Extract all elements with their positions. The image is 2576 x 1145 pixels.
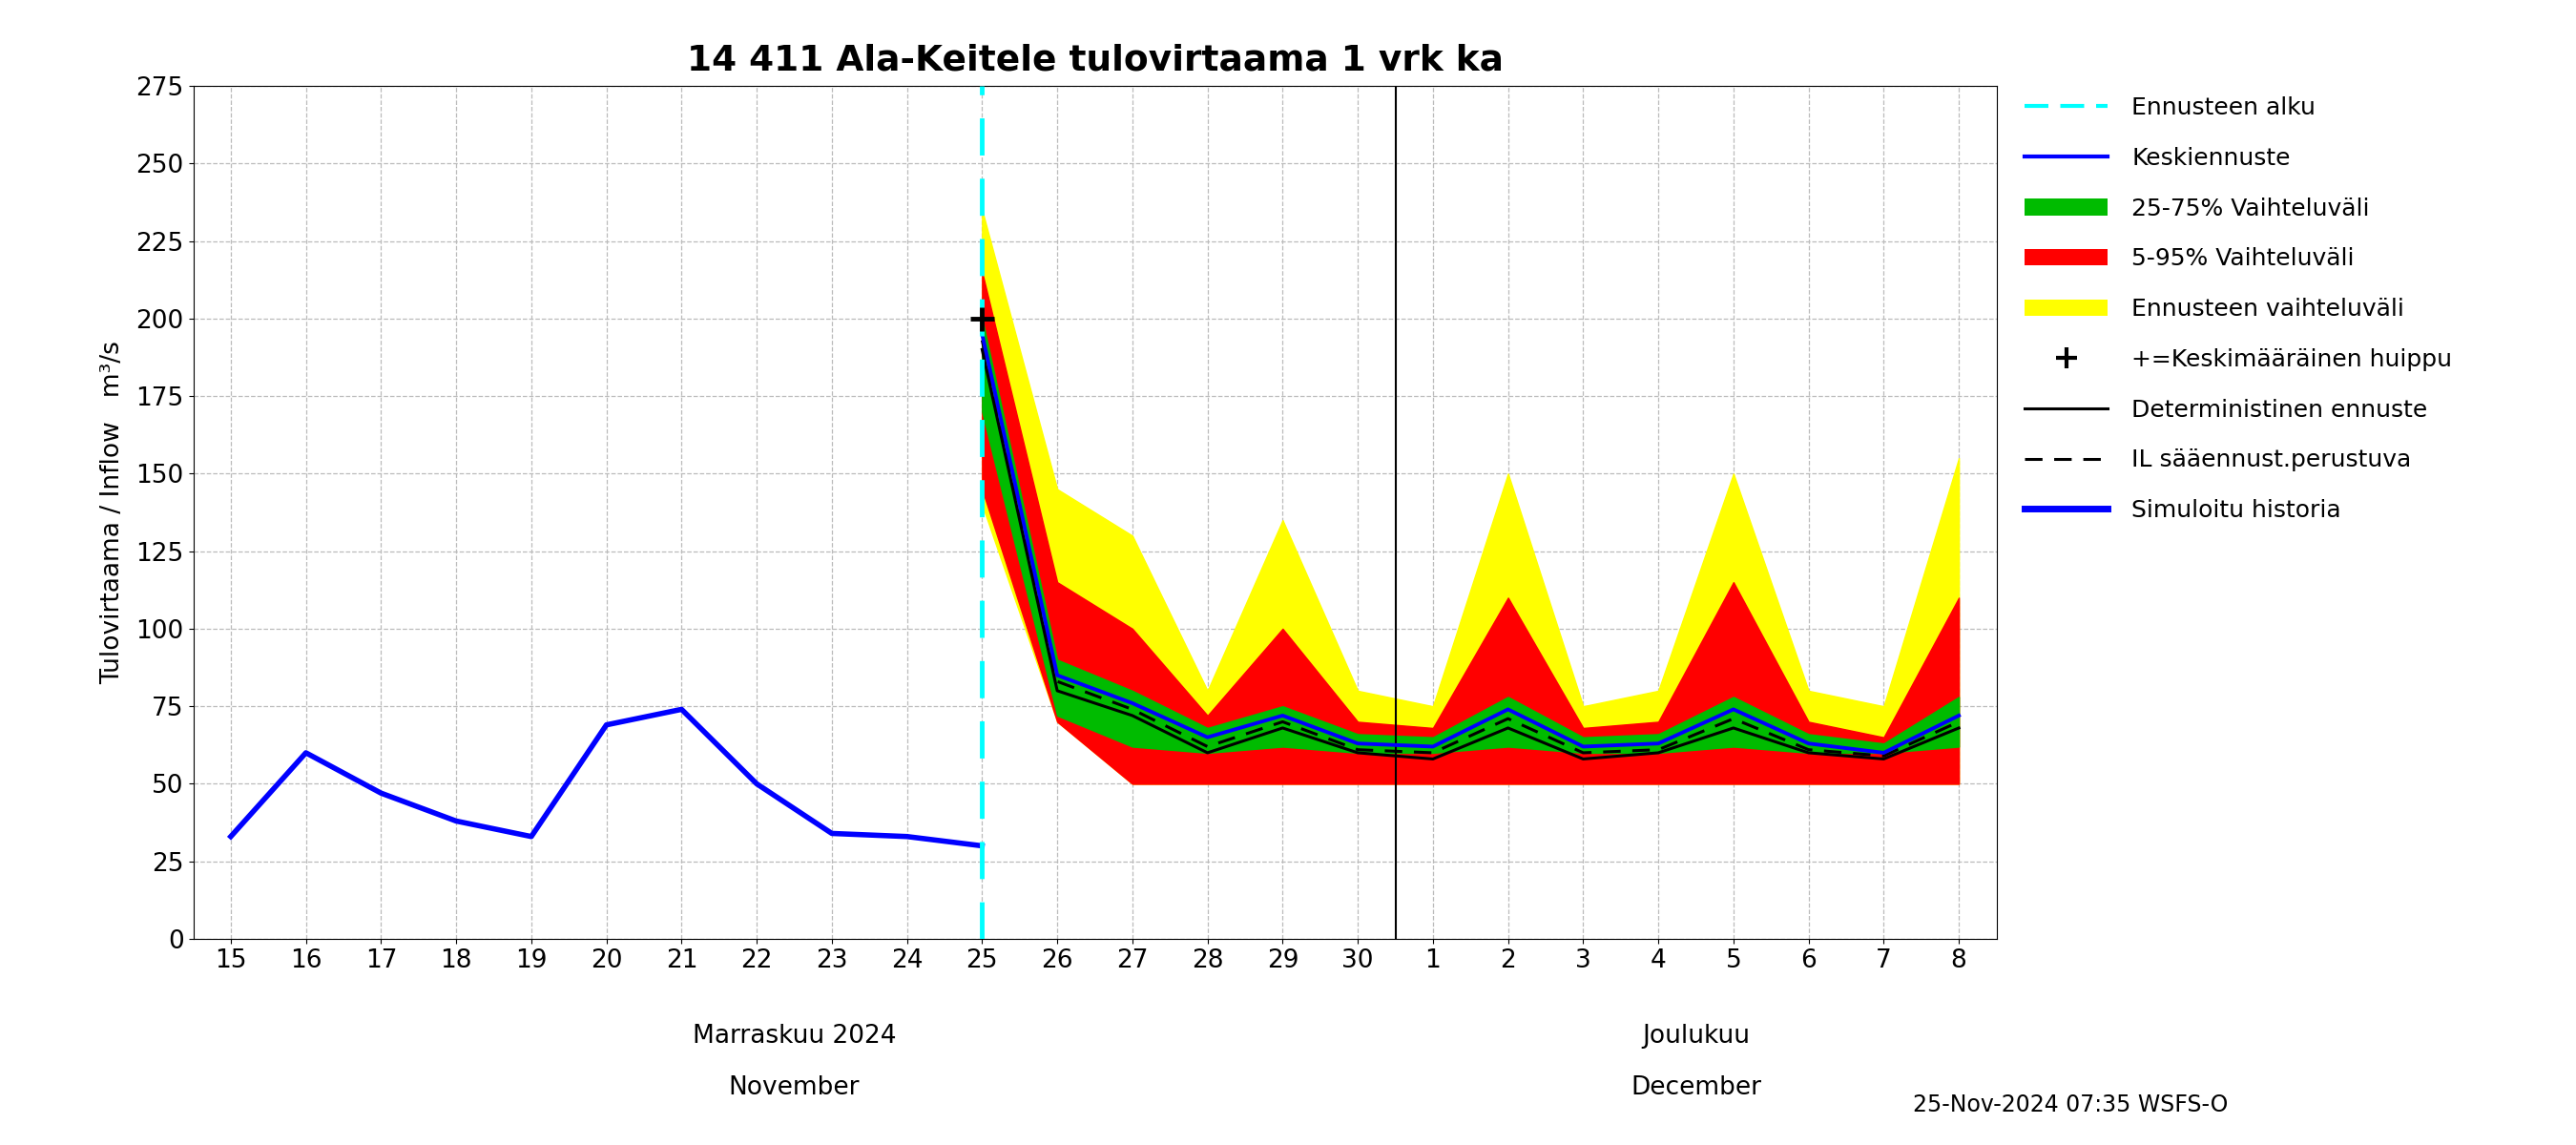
Text: Joulukuu: Joulukuu <box>1641 1025 1749 1049</box>
Text: November: November <box>729 1075 860 1100</box>
Legend: Ennusteen alku, Keskiennuste, 25-75% Vaihteluväli, 5-95% Vaihteluväli, Ennusteen: Ennusteen alku, Keskiennuste, 25-75% Vai… <box>2017 89 2460 529</box>
Text: 25-Nov-2024 07:35 WSFS-O: 25-Nov-2024 07:35 WSFS-O <box>1914 1093 2228 1116</box>
Text: Marraskuu 2024: Marraskuu 2024 <box>693 1025 896 1049</box>
Y-axis label: Tulovirtaama / Inflow   m³/s: Tulovirtaama / Inflow m³/s <box>100 341 126 684</box>
Text: December: December <box>1631 1075 1762 1100</box>
Title: 14 411 Ala-Keitele tulovirtaama 1 vrk ka: 14 411 Ala-Keitele tulovirtaama 1 vrk ka <box>685 44 1504 78</box>
